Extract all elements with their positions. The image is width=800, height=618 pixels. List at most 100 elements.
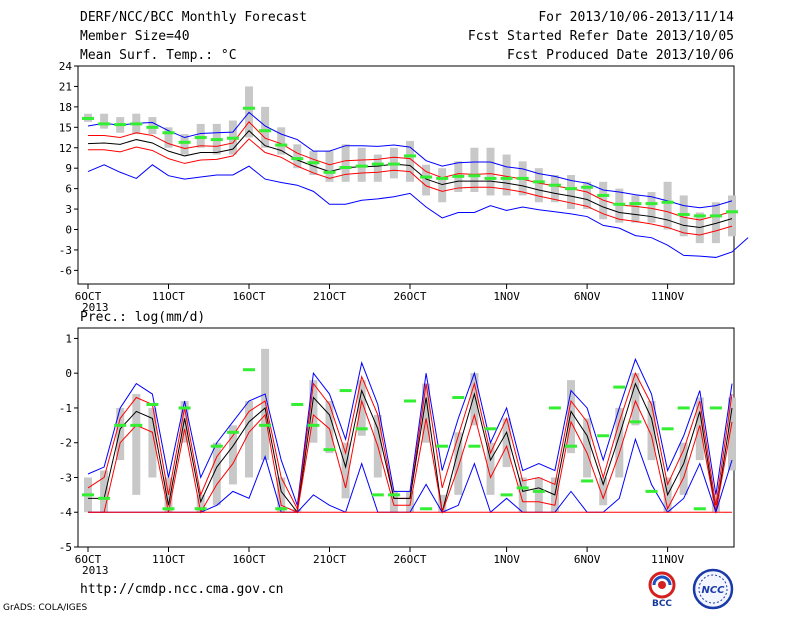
p0-spread-box [486,147,495,196]
p1-marker [210,444,223,448]
p1-spread-box [438,494,447,513]
p0-ytick-label: 6 [65,183,72,196]
p0-spread-box [502,154,511,196]
p1-xtick-label: 6OCT [75,553,102,566]
p0-marker [677,213,690,217]
p0-spread-box [164,127,173,148]
p0-marker [645,202,658,206]
p1-xtick-label: 6NOV [574,553,601,566]
p1-ytick-label: -5 [59,541,72,554]
p0-ytick-label: 3 [65,203,72,216]
p0-marker [98,122,111,126]
ncc-logo-text: NCC [701,585,725,596]
p1-marker [532,489,545,493]
bcc-logo: BCC [648,571,676,608]
p1-year-label: 2013 [82,564,109,577]
p1-spread-box [470,373,479,426]
p0-marker [597,193,610,197]
p1-spread-box [615,407,624,478]
p0-marker [307,161,320,165]
p0-marker [114,123,127,127]
p1-spread-box [196,494,205,513]
p1-xtick-label: 21OCT [313,553,346,566]
p0-marker [371,162,384,166]
p0-spread-box [406,140,414,182]
p1-ytick-label: -4 [59,506,73,519]
p1-spread-box [599,477,608,506]
variable-label: Mean Surf. Temp.: °C [80,48,237,63]
p1-spread-box [502,418,511,468]
p1-marker [82,493,94,497]
p1-spread-box [454,432,463,495]
p1-marker [114,423,127,427]
p1-ytick-label: -3 [59,471,72,484]
p1-spread-box [631,373,640,426]
p1-spread-box [389,491,398,513]
p1-ytick-label: 0 [65,367,72,380]
p0-ytick-label: 0 [65,224,72,237]
p1-marker [661,427,674,431]
p0-marker [516,176,529,180]
p0-marker [355,164,368,168]
p1-spread-box [261,348,270,461]
p1-spread-box [534,477,543,513]
p0-spread-box [293,144,302,169]
p0-marker [613,202,626,206]
p1-spread-box [679,442,688,495]
p1-marker [516,486,529,490]
p1-marker [629,420,642,424]
p0-xtick-label: 6NOV [574,290,601,303]
forecast-started-date: Fcst Started Refer Date 2013/10/05 [467,29,734,44]
p1-marker [565,444,577,448]
p1-spread-box [567,380,575,454]
p1-spread-box [309,380,318,443]
p0-ytick-label: 12 [59,142,72,155]
p1-marker [162,507,175,511]
p1-marker [484,427,497,431]
p0-marker [243,106,255,110]
p1-spread-box [422,383,431,443]
p1-marker [178,406,191,410]
p1-spread-box [132,394,141,495]
p0-marker [259,129,272,133]
p0-spread-box [470,147,479,193]
p0-spread-box [277,127,286,155]
p0-spread-box [438,168,447,203]
p1-marker [371,493,384,497]
source-url[interactable]: http://cmdp.ncc.cma.gov.cn [80,582,284,597]
p0-marker [82,116,94,120]
p0-marker [693,214,706,218]
bcc-logo-text: BCC [652,599,672,608]
p0-spread-box [196,123,205,148]
p1-xtick-label: 26OCT [393,553,426,566]
p1-spread-box [245,401,253,478]
p0-marker [468,174,481,178]
p1-marker [436,444,449,448]
p0-spread-box [663,181,672,230]
p1-marker [387,493,400,497]
p1-spread-box [583,418,592,478]
p0-xtick-label: 26OCT [393,290,426,303]
p1-marker [597,434,610,438]
p0-marker [194,136,207,140]
p1-spread-box [341,442,350,499]
p0-spread-box [534,168,543,203]
p1-spread-box [228,425,237,485]
grads-credit: GrADS: COLA/IGES [3,603,88,613]
p1-marker [226,430,239,434]
p1-marker [243,368,255,372]
p0-ytick-label: 15 [59,121,72,134]
p1-marker [645,489,658,493]
p0-marker [404,154,416,158]
p1-ytick-label: -1 [59,402,72,415]
p1-spread-box [116,407,125,461]
p0-spread-box [647,192,656,223]
p1-marker [339,389,352,393]
p1-ytick-label: -2 [59,437,72,450]
p0-marker [387,162,400,166]
p0-marker [548,183,561,187]
forecast-produced-date: Fcst Produced Date 2013/10/06 [507,48,734,63]
p0-marker [323,170,336,174]
